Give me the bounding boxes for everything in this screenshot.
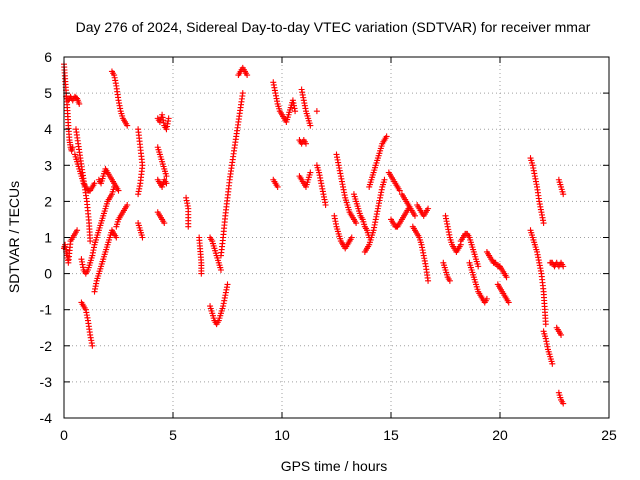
x-tick-label: 15 <box>383 427 399 443</box>
data-point <box>505 299 512 306</box>
y-tick-label: -2 <box>40 338 53 354</box>
data-point <box>69 144 76 151</box>
data-point <box>163 180 170 187</box>
data-point <box>425 205 432 212</box>
chart-title: Day 276 of 2024, Sidereal Day-to-day VTE… <box>76 19 591 35</box>
data-point <box>396 187 403 194</box>
data-point <box>239 90 246 97</box>
x-tick-label: 0 <box>60 427 68 443</box>
x-tick-label: 10 <box>274 427 290 443</box>
grid-lines <box>64 57 609 418</box>
data-point <box>124 122 131 129</box>
data-point <box>292 108 299 115</box>
data-point <box>542 321 549 328</box>
data-point <box>91 180 98 187</box>
data-point <box>115 187 122 194</box>
data-point <box>198 270 205 277</box>
axis-tick-labels: 0 5 10 15 20 25 -4 -3 -2 -1 0 1 2 3 4 5 6 <box>40 49 617 443</box>
data-point <box>560 191 567 198</box>
data-point <box>76 100 83 107</box>
data-point <box>322 202 329 209</box>
data-point <box>425 277 432 284</box>
data-point <box>163 173 170 180</box>
data-point <box>185 223 192 230</box>
data-point <box>383 133 390 140</box>
y-tick-label: 0 <box>44 266 52 282</box>
y-tick-label: 1 <box>44 230 52 246</box>
data-point <box>87 238 94 245</box>
data-point <box>135 191 142 198</box>
y-tick-label: -4 <box>40 410 53 426</box>
x-tick-label: 25 <box>601 427 617 443</box>
data-point <box>353 220 360 227</box>
data-point <box>560 400 567 407</box>
y-tick-label: -1 <box>40 302 53 318</box>
data-point <box>161 220 168 227</box>
data-point <box>483 295 490 302</box>
data-point <box>549 360 556 367</box>
data-point <box>503 274 510 281</box>
x-axis-label: GPS time / hours <box>281 458 388 474</box>
data-point <box>113 234 120 241</box>
y-tick-label: -3 <box>40 374 53 390</box>
y-tick-label: 6 <box>44 49 52 65</box>
x-tick-label: 20 <box>492 427 508 443</box>
y-tick-label: 5 <box>44 85 52 101</box>
axis-ticks <box>63 56 610 419</box>
y-tick-label: 3 <box>44 157 52 173</box>
data-point <box>446 277 453 284</box>
data-point <box>307 169 314 176</box>
data-point <box>224 281 231 288</box>
data-points <box>61 61 567 407</box>
data-point <box>124 202 131 209</box>
data-point <box>560 263 567 270</box>
y-tick-label: 2 <box>44 193 52 209</box>
y-axis-label: SDTVAR / TECUs <box>6 181 22 293</box>
data-point <box>165 115 172 122</box>
data-point <box>244 72 251 79</box>
data-point <box>313 108 320 115</box>
data-point <box>348 234 355 241</box>
data-point <box>381 176 388 183</box>
data-point <box>139 234 146 241</box>
data-point <box>558 331 565 338</box>
data-point <box>540 220 547 227</box>
data-point <box>307 122 314 129</box>
data-point <box>302 140 309 147</box>
data-point <box>217 266 224 273</box>
data-point <box>274 183 281 190</box>
data-point <box>411 212 418 219</box>
x-tick-label: 5 <box>169 427 177 443</box>
data-point <box>89 342 96 349</box>
data-point <box>74 227 81 234</box>
y-tick-label: 4 <box>44 121 52 137</box>
data-point <box>475 263 482 270</box>
